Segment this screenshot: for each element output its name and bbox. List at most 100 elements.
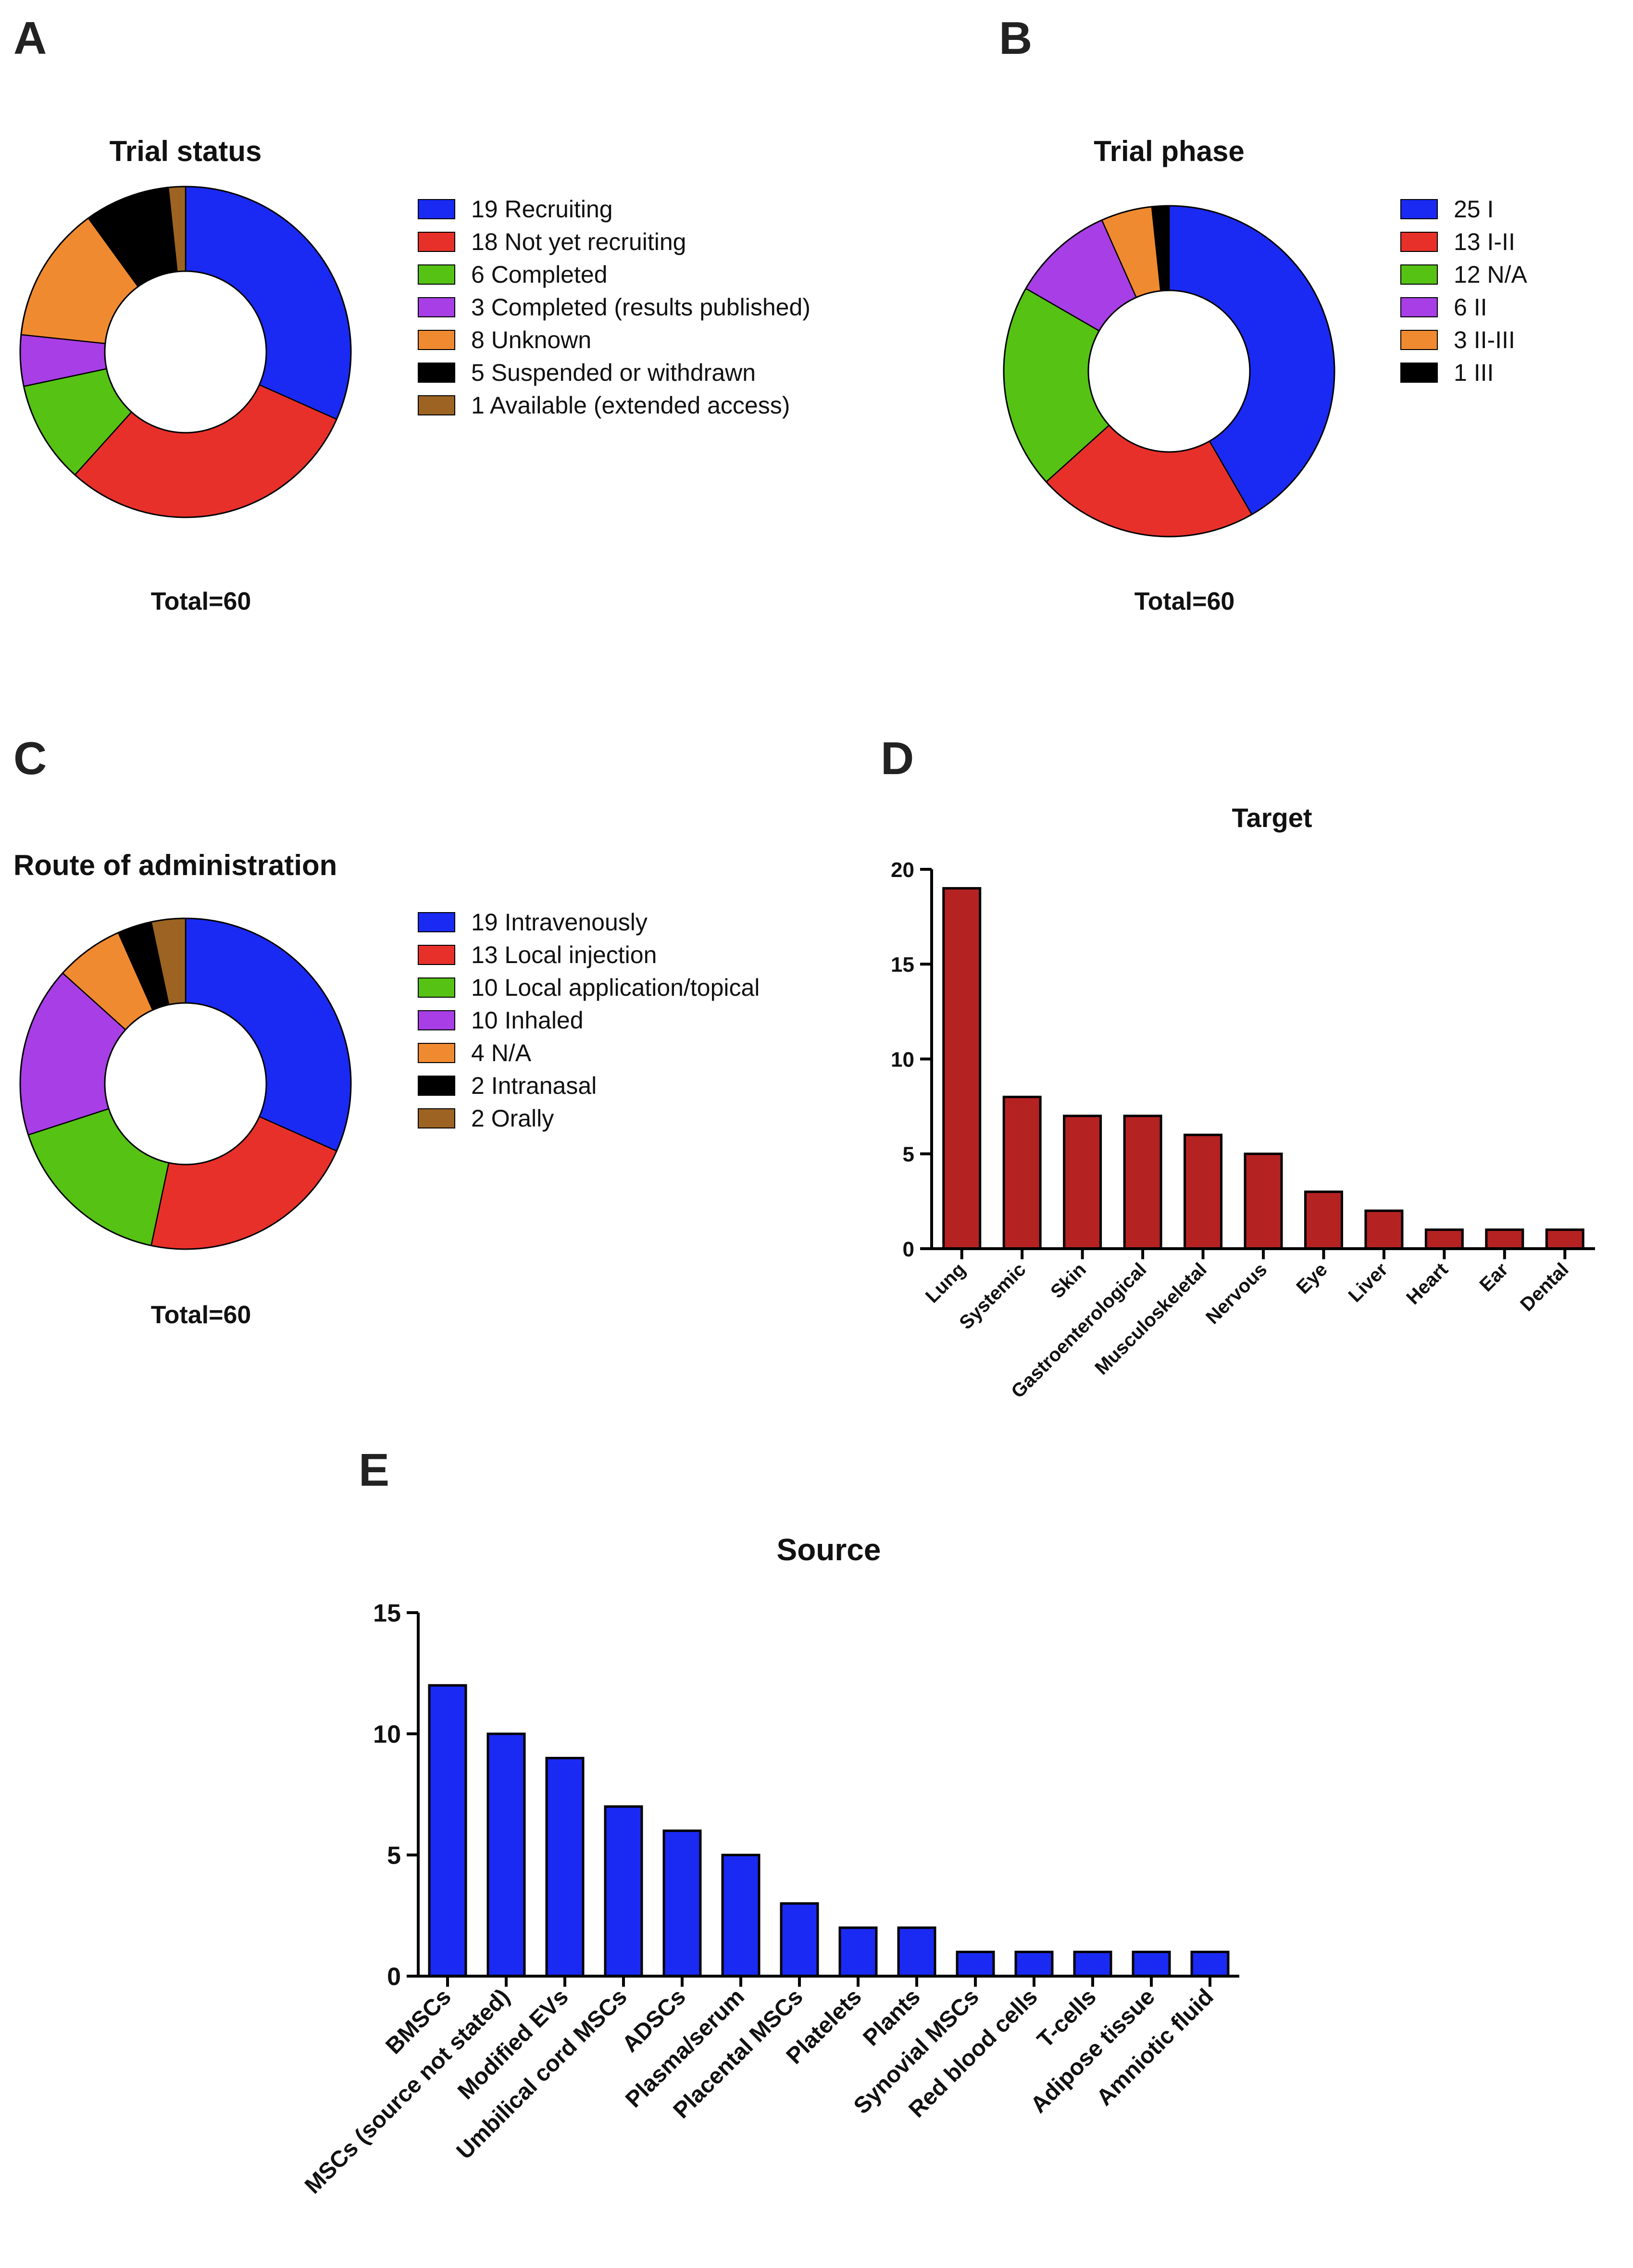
- donut-hole: [104, 270, 267, 434]
- chart-b-total: Total=60: [1134, 588, 1235, 615]
- legend-label: 2 Orally: [471, 1105, 554, 1132]
- y-tick-label: 5: [387, 1842, 401, 1870]
- bar: [1123, 1115, 1162, 1250]
- bar: [1063, 1115, 1102, 1250]
- bar: [545, 1756, 585, 1978]
- legend-swatch: [1400, 199, 1438, 219]
- legend-label: 3 II-III: [1454, 326, 1515, 353]
- x-tick-label: Lung: [922, 1259, 970, 1307]
- y-tick-label: 5: [903, 1143, 914, 1166]
- y-tick-label: 15: [373, 1600, 401, 1628]
- chart-a-title: Trial status: [110, 135, 262, 167]
- chart-c-total: Total=60: [151, 1301, 251, 1329]
- bar: [662, 1829, 702, 1978]
- chart-c: Route of administration 19 Intravenously…: [13, 849, 760, 1329]
- legend-swatch: [418, 945, 455, 965]
- bar: [838, 1926, 878, 1978]
- chart-b-title: Trial phase: [1094, 135, 1244, 167]
- legend-swatch: [1400, 297, 1438, 317]
- y-tick-label: 10: [891, 1048, 914, 1071]
- bar: [1424, 1228, 1464, 1250]
- panel-label-a: A: [13, 13, 47, 64]
- chart-a-total: Total=60: [151, 588, 251, 615]
- legend-label: 6 Completed: [471, 261, 608, 288]
- bar: [1014, 1951, 1054, 1978]
- panel-label-e: E: [359, 1444, 389, 1496]
- chart-c-legend: 19 Intravenously 13 Local injection 10 Loc…: [418, 909, 760, 1132]
- chart-a: Trial status 19 Recruiting 18 Not yet rec…: [19, 135, 810, 615]
- legend-swatch: [1400, 264, 1438, 285]
- chart-b-slices: [1003, 205, 1335, 538]
- legend-swatch: [1400, 363, 1438, 383]
- chart-e-title: Source: [777, 1532, 881, 1567]
- bar: [721, 1854, 760, 1978]
- x-tick-label: Heart: [1402, 1259, 1452, 1308]
- chart-a-slices: [19, 186, 352, 518]
- legend-swatch: [418, 1010, 455, 1030]
- bar: [1545, 1228, 1584, 1250]
- legend-label: 3 Completed (results published): [471, 294, 810, 321]
- legend-label: 1 III: [1454, 359, 1494, 386]
- legend-label: 13 I-II: [1454, 228, 1515, 255]
- legend-swatch: [418, 363, 455, 383]
- donut-outline: [1003, 205, 1335, 538]
- bar: [1132, 1951, 1171, 1978]
- x-tick-label: Musculoskeletal: [1091, 1259, 1211, 1379]
- legend-swatch: [418, 1108, 455, 1128]
- legend-swatch: [418, 395, 455, 415]
- legend-swatch: [418, 330, 455, 350]
- bar: [780, 1902, 819, 1978]
- panel-label-c: C: [13, 733, 47, 784]
- legend-label: 4 N/A: [471, 1040, 532, 1066]
- y-tick-label: 0: [903, 1238, 914, 1261]
- x-tick-label: Eye: [1292, 1259, 1331, 1298]
- chart-b: Trial phase 25 I 13 I-II 12 N/A 6 II 3 II-II…: [1003, 135, 1528, 615]
- x-tick-label: Liver: [1345, 1259, 1392, 1306]
- legend-label: 12 N/A: [1454, 261, 1528, 288]
- legend-label: 2 Intranasal: [471, 1072, 597, 1099]
- bar: [1304, 1190, 1343, 1250]
- bar: [486, 1732, 526, 1978]
- y-tick-label: 15: [891, 953, 914, 977]
- bar: [428, 1684, 467, 1978]
- legend-label: 25 I: [1454, 196, 1494, 223]
- panel-label-d: D: [881, 733, 914, 784]
- legend-label: 6 II: [1454, 294, 1487, 321]
- bar: [1244, 1153, 1283, 1250]
- bar: [1184, 1133, 1223, 1250]
- bar: [1364, 1209, 1404, 1250]
- legend-swatch: [418, 199, 455, 219]
- chart-b-legend: 25 I 13 I-II 12 N/A 6 II 3 II-III 1 III: [1400, 196, 1528, 386]
- legend-label: 10 Local application/topical: [471, 974, 760, 1001]
- x-tick-label: Dental: [1516, 1259, 1573, 1316]
- legend-swatch: [418, 264, 455, 285]
- chart-c-slices: [19, 917, 352, 1250]
- chart-d-title: Target: [1232, 802, 1312, 833]
- legend-swatch: [1400, 232, 1438, 252]
- x-tick-label: Ear: [1475, 1259, 1512, 1296]
- panel-label-b: B: [999, 13, 1032, 64]
- bar: [956, 1951, 995, 1978]
- chart-a-legend: 19 Recruiting 18 Not yet recruiting 6 Comp…: [418, 196, 810, 419]
- x-tick-label: Skin: [1047, 1259, 1090, 1303]
- y-tick-label: 20: [891, 858, 914, 882]
- donut-outline: [19, 917, 352, 1250]
- legend-swatch: [418, 232, 455, 252]
- bar: [604, 1805, 643, 1978]
- legend-swatch: [418, 977, 455, 998]
- legend-label: 19 Recruiting: [471, 196, 613, 223]
- legend-label: 18 Not yet recruiting: [471, 228, 686, 255]
- legend-swatch: [418, 912, 455, 932]
- x-tick-label: Nervous: [1202, 1259, 1271, 1328]
- legend-label: 1 Available (extended access): [471, 392, 790, 419]
- bar: [1485, 1228, 1524, 1250]
- bar: [1002, 1095, 1042, 1250]
- legend-swatch: [1400, 330, 1438, 350]
- bar: [942, 887, 982, 1250]
- legend-swatch: [418, 297, 455, 317]
